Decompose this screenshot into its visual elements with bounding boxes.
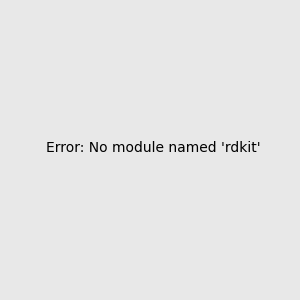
- Text: Error: No module named 'rdkit': Error: No module named 'rdkit': [46, 140, 261, 154]
